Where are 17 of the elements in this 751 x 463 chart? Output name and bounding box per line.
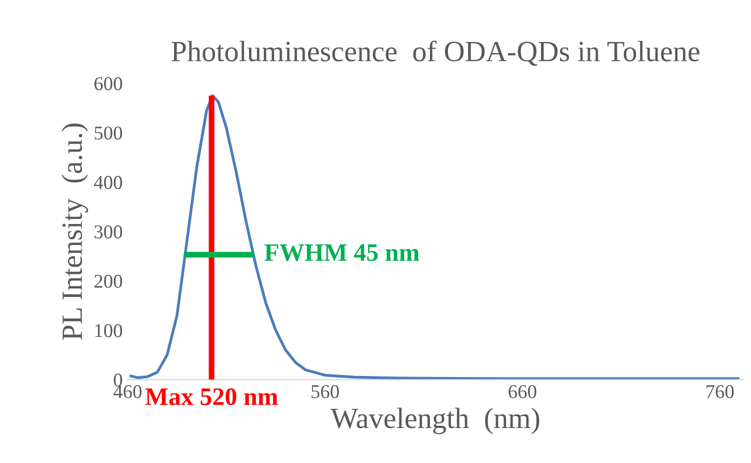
x-tick-label: 760 — [706, 385, 734, 398]
y-tick-label: 400 — [94, 176, 122, 190]
y-tick-label: 0 — [114, 373, 122, 387]
x-tick-label: 460 — [113, 385, 142, 398]
line-series — [128, 94, 741, 380]
y-tick-label: 100 — [95, 324, 122, 338]
annotation: Max 520 nm — [145, 388, 278, 406]
x-tick-label: 560 — [312, 385, 339, 398]
y-tick-label: 600 — [94, 77, 122, 90]
y-tick-label: 200 — [94, 274, 122, 288]
annotation: FWHM 45 nm — [264, 244, 420, 262]
y-axis-title: PL Intensity (a.u.) — [62, 124, 88, 340]
x-tick-label: 660 — [508, 385, 536, 398]
y-tick-label: 500 — [94, 126, 122, 140]
chart-title: Photoluminescence of ODA-QDs in Toluene — [172, 40, 700, 66]
y-tick-label: 300 — [94, 225, 122, 238]
x-axis-title: Wavelength (nm) — [330, 408, 540, 434]
